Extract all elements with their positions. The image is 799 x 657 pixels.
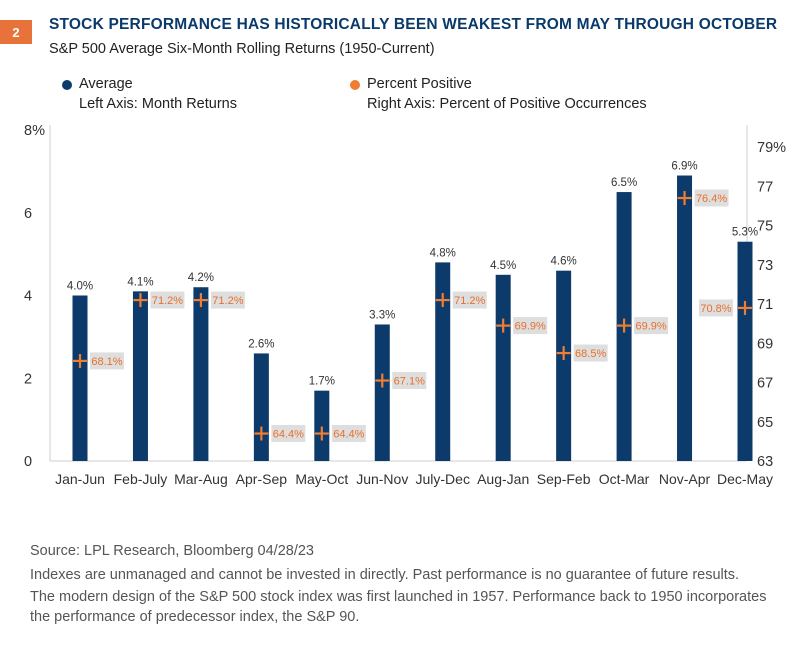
percent-positive-label-box (573, 344, 608, 362)
percent-positive-label: 71.2% (454, 295, 485, 307)
right-axis-tick-label: 69 (757, 336, 773, 352)
chart-subtitle: S&P 500 Average Six-Month Rolling Return… (49, 41, 435, 57)
right-axis-tick-label: 79% (757, 140, 786, 156)
percent-positive-label: 68.5% (575, 348, 606, 360)
average-return-bar (556, 270, 572, 461)
average-return-label: 4.5% (490, 260, 516, 272)
right-axis-tick-label: 63 (757, 454, 773, 470)
percent-positive-label: 70.8% (700, 303, 731, 315)
percent-positive-label-box (452, 291, 487, 309)
x-axis-tick-label: July-Dec (415, 471, 469, 487)
percent-positive-label: 71.2% (152, 295, 183, 307)
figure-number-badge: 2 (0, 20, 32, 44)
average-return-label: 4.0% (67, 281, 93, 293)
average-return-bar (374, 324, 390, 461)
average-return-label: 1.7% (309, 376, 335, 388)
source-note: Source: LPL Research, Bloomberg 04/28/23 (30, 543, 314, 559)
percent-positive-label-box (210, 291, 245, 309)
percent-positive-label: 64.4% (273, 429, 304, 441)
x-axis-tick-label: Sep-Feb (537, 471, 591, 487)
percent-positive-label: 71.2% (212, 295, 243, 307)
percent-positive-label-box (271, 425, 306, 443)
left-axis-tick-label: 4 (24, 289, 32, 305)
percent-positive-label: 64.4% (333, 429, 364, 441)
average-return-bar (495, 274, 511, 461)
chart-title: STOCK PERFORMANCE HAS HISTORICALLY BEEN … (49, 16, 778, 33)
left-axis-tick-label: 6 (24, 206, 32, 222)
average-return-bar (253, 353, 269, 461)
x-axis-tick-label: Jun-Nov (356, 471, 408, 487)
average-return-label: 3.3% (369, 309, 395, 321)
legend-average-axis-note: Left Axis: Month Returns (79, 96, 237, 112)
x-axis-tick-label: Dec-May (717, 471, 773, 487)
percent-positive-label-box (513, 317, 548, 335)
average-return-label: 4.8% (430, 247, 456, 259)
percent-positive-label-box (90, 352, 124, 370)
average-return-bar (737, 241, 753, 461)
percent-positive-label-box (150, 291, 185, 309)
x-axis-tick-label: Aug-Jan (477, 471, 529, 487)
right-axis-tick-label: 75 (757, 219, 773, 235)
percent-positive-label: 76.4% (696, 193, 727, 205)
percent-positive-label-box (331, 425, 366, 443)
average-return-bar (193, 287, 209, 461)
percent-positive-label-box (694, 189, 729, 207)
left-axis-tick-label: 2 (24, 371, 32, 387)
average-return-label: 6.5% (611, 177, 637, 189)
bar-chart: 0 2 4 6 8% 63 65 67 69 71 73 75 77 79% 4.0% Jan-Jun 68.1… (24, 123, 786, 487)
legend-positive-axis-note: Right Axis: Percent of Positive Occurren… (367, 96, 647, 112)
x-axis-tick-label: May-Oct (295, 471, 348, 487)
x-axis-tick-label: Mar-Aug (174, 471, 228, 487)
right-axis-tick-label: 77 (757, 179, 773, 195)
x-axis-tick-label: Nov-Apr (659, 471, 711, 487)
legend-average-marker (62, 80, 72, 90)
average-return-bar (314, 390, 330, 461)
percent-positive-label-box (634, 317, 669, 335)
legend-average-label: Average (79, 76, 133, 92)
percent-positive-label: 68.1% (91, 356, 122, 368)
right-axis-tick-label: 65 (757, 415, 773, 431)
percent-positive-label: 67.1% (394, 376, 425, 388)
percent-positive-label: 69.9% (515, 321, 546, 333)
right-axis-tick-label: 73 (757, 258, 773, 274)
x-axis-tick-label: Jan-Jun (55, 471, 105, 487)
x-axis-tick-label: Feb-July (114, 471, 168, 487)
average-return-label: 4.2% (188, 272, 214, 284)
left-axis-tick-label: 0 (24, 454, 32, 470)
average-return-label: 4.6% (551, 256, 577, 268)
x-axis-tick-label: Apr-Sep (236, 471, 288, 487)
average-return-label: 6.9% (671, 161, 697, 173)
average-return-label: 2.6% (248, 338, 274, 350)
right-axis-tick-label: 67 (757, 376, 773, 392)
right-axis-tick-label: 71 (757, 297, 773, 313)
average-return-bar (132, 291, 148, 461)
average-return-bar (435, 262, 451, 461)
disclaimer-line-1: Indexes are unmanaged and cannot be inve… (30, 567, 740, 583)
average-return-bar (72, 295, 88, 461)
percent-positive-label: 69.9% (635, 321, 666, 333)
left-axis-tick-label: 8% (24, 123, 45, 139)
percent-positive-label-box (699, 299, 733, 317)
average-return-label: 5.3% (732, 227, 758, 239)
disclaimer-line-2: The modern design of the S&P 500 stock i… (30, 589, 767, 605)
disclaimer-line-3: the performance of predecessor index, th… (30, 609, 360, 625)
legend-positive-label: Percent Positive (367, 76, 472, 92)
legend-positive-marker (350, 80, 360, 90)
average-return-label: 4.1% (127, 276, 153, 288)
percent-positive-label-box (392, 372, 427, 390)
x-axis-tick-label: Oct-Mar (599, 471, 650, 487)
average-return-bar (677, 175, 693, 461)
